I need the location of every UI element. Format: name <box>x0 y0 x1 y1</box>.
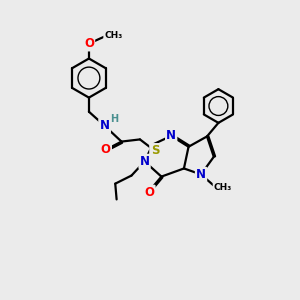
Text: N: N <box>196 168 206 181</box>
Text: N: N <box>100 119 110 132</box>
Text: H: H <box>110 114 118 124</box>
Text: CH₃: CH₃ <box>104 32 122 40</box>
Text: N: N <box>140 155 150 168</box>
Text: O: O <box>84 37 94 50</box>
Text: O: O <box>101 143 111 156</box>
Text: CH₃: CH₃ <box>214 183 232 192</box>
Text: O: O <box>84 37 94 50</box>
Text: O: O <box>145 186 154 199</box>
Text: N: N <box>166 129 176 142</box>
Text: N: N <box>100 119 110 132</box>
Text: S: S <box>151 144 159 157</box>
Text: O: O <box>101 143 111 156</box>
Text: S: S <box>151 144 159 157</box>
